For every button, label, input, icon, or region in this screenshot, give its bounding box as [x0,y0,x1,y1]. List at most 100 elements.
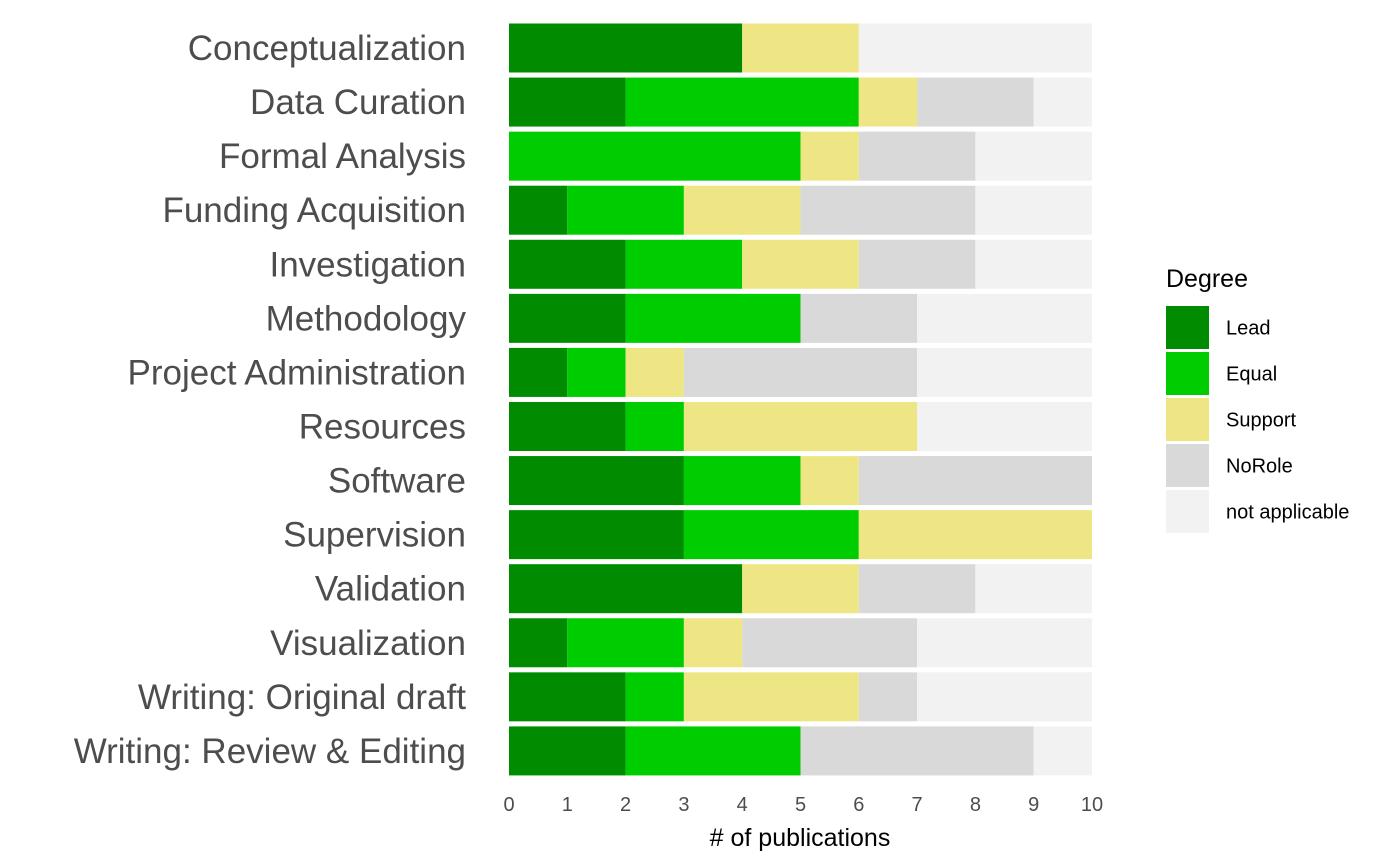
bar-investigation-support [742,239,859,289]
bar-formal-analysis-support [800,131,859,181]
bar-writing-review-editing-not-applicable [1033,726,1092,776]
legend-key-norole [1166,444,1209,487]
bar-data-curation-equal [625,77,859,127]
bar-writing-review-editing-lead [509,726,626,776]
x-axis-ticks: 0 1 2 3 4 5 6 7 8 9 10 [503,794,1103,816]
bar-writing-original-draft-not-applicable [917,672,1092,722]
bar-visualization-not-applicable [917,618,1092,668]
bar-project-administration-equal [567,347,626,397]
bar-writing-original-draft-norole [858,672,918,722]
bar-writing-original-draft-lead [509,672,626,722]
category-label: Writing: Review & Editing [74,732,466,771]
bar-software-lead [509,456,684,506]
bar-visualization-lead [509,618,568,668]
legend-label-lead: Lead [1226,318,1271,340]
x-tick-label: 10 [1081,794,1103,816]
x-axis-title: # of publications [710,824,891,852]
x-tick-label: 7 [912,794,923,816]
bar-funding-acquisition-support [683,185,801,235]
category-label: Data Curation [250,83,466,122]
bar-project-administration-not-applicable [917,347,1092,397]
bar-validation-not-applicable [975,564,1092,614]
category-label: Funding Acquisition [162,191,466,230]
bar-methodology-norole [800,293,918,343]
category-label: Supervision [283,516,466,555]
x-tick-label: 9 [1028,794,1039,816]
bar-formal-analysis-equal [509,131,801,181]
bar-project-administration-support [625,347,684,397]
bar-data-curation-norole [917,77,1034,127]
bar-investigation-norole [858,239,976,289]
bar-funding-acquisition-lead [509,185,568,235]
x-tick-label: 1 [562,794,573,816]
x-tick-label: 5 [795,794,806,816]
bar-data-curation-not-applicable [1033,77,1092,127]
category-label: Formal Analysis [219,137,466,176]
bar-validation-norole [858,564,976,614]
bar-resources-lead [509,401,626,451]
bar-project-administration-lead [509,347,568,397]
bar-software-norole [858,456,1092,506]
bar-conceptualization-lead [509,23,743,73]
bar-supervision-support [858,510,1092,560]
category-label: Writing: Original draft [138,678,466,717]
bar-conceptualization-support [742,23,859,73]
bar-visualization-equal [567,618,684,668]
category-label: Project Administration [128,353,466,392]
legend: Degree Lead Equal Support NoRole not applica… [1166,265,1349,533]
x-tick-label: 4 [737,794,748,816]
bar-writing-original-draft-equal [625,672,684,722]
legend-key-lead [1166,306,1209,349]
bar-supervision-lead [509,510,684,560]
bar-software-support [800,456,859,506]
x-tick-label: 6 [853,794,864,816]
bar-resources-support [683,401,918,451]
x-tick-label: 3 [678,794,689,816]
bar-funding-acquisition-norole [800,185,976,235]
bar-formal-analysis-not-applicable [975,131,1092,181]
bar-investigation-not-applicable [975,239,1092,289]
category-label: Software [328,462,466,501]
bar-supervision-equal [683,510,859,560]
legend-key-equal [1166,352,1209,395]
bar-methodology-equal [625,293,801,343]
bar-investigation-equal [625,239,743,289]
bar-data-curation-support [858,77,918,127]
bar-formal-analysis-norole [858,131,976,181]
bar-funding-acquisition-equal [567,185,684,235]
legend-title: Degree [1166,265,1248,293]
bar-visualization-support [683,618,743,668]
bar-conceptualization-not-applicable [858,23,1092,73]
bar-investigation-lead [509,239,626,289]
category-label: Conceptualization [188,29,466,68]
category-label: Visualization [270,624,466,663]
category-label: Methodology [266,299,467,338]
bar-software-equal [683,456,801,506]
bar-resources-not-applicable [917,401,1092,451]
category-label: Validation [315,570,466,609]
legend-key-not-applicable [1166,490,1209,533]
bar-validation-lead [509,564,743,614]
bar-writing-original-draft-support [683,672,859,722]
bar-resources-equal [625,401,684,451]
bar-validation-support [742,564,859,614]
bar-methodology-not-applicable [917,293,1092,343]
bar-project-administration-norole [683,347,918,397]
x-tick-label: 2 [620,794,631,816]
legend-label-equal: Equal [1226,364,1277,386]
bar-visualization-norole [742,618,918,668]
legend-label-norole: NoRole [1226,456,1293,478]
category-label: Resources [299,407,466,446]
bar-methodology-lead [509,293,626,343]
x-tick-label: 8 [970,794,981,816]
bar-data-curation-lead [509,77,626,127]
bar-writing-review-editing-norole [800,726,1034,776]
bar-writing-review-editing-equal [625,726,801,776]
legend-items: Lead Equal Support NoRole not applicable [1166,306,1349,533]
bar-funding-acquisition-not-applicable [975,185,1092,235]
legend-label-support: Support [1226,410,1296,432]
bars-group [509,23,1092,776]
x-tick-label: 0 [503,794,514,816]
category-label: Investigation [269,245,466,284]
